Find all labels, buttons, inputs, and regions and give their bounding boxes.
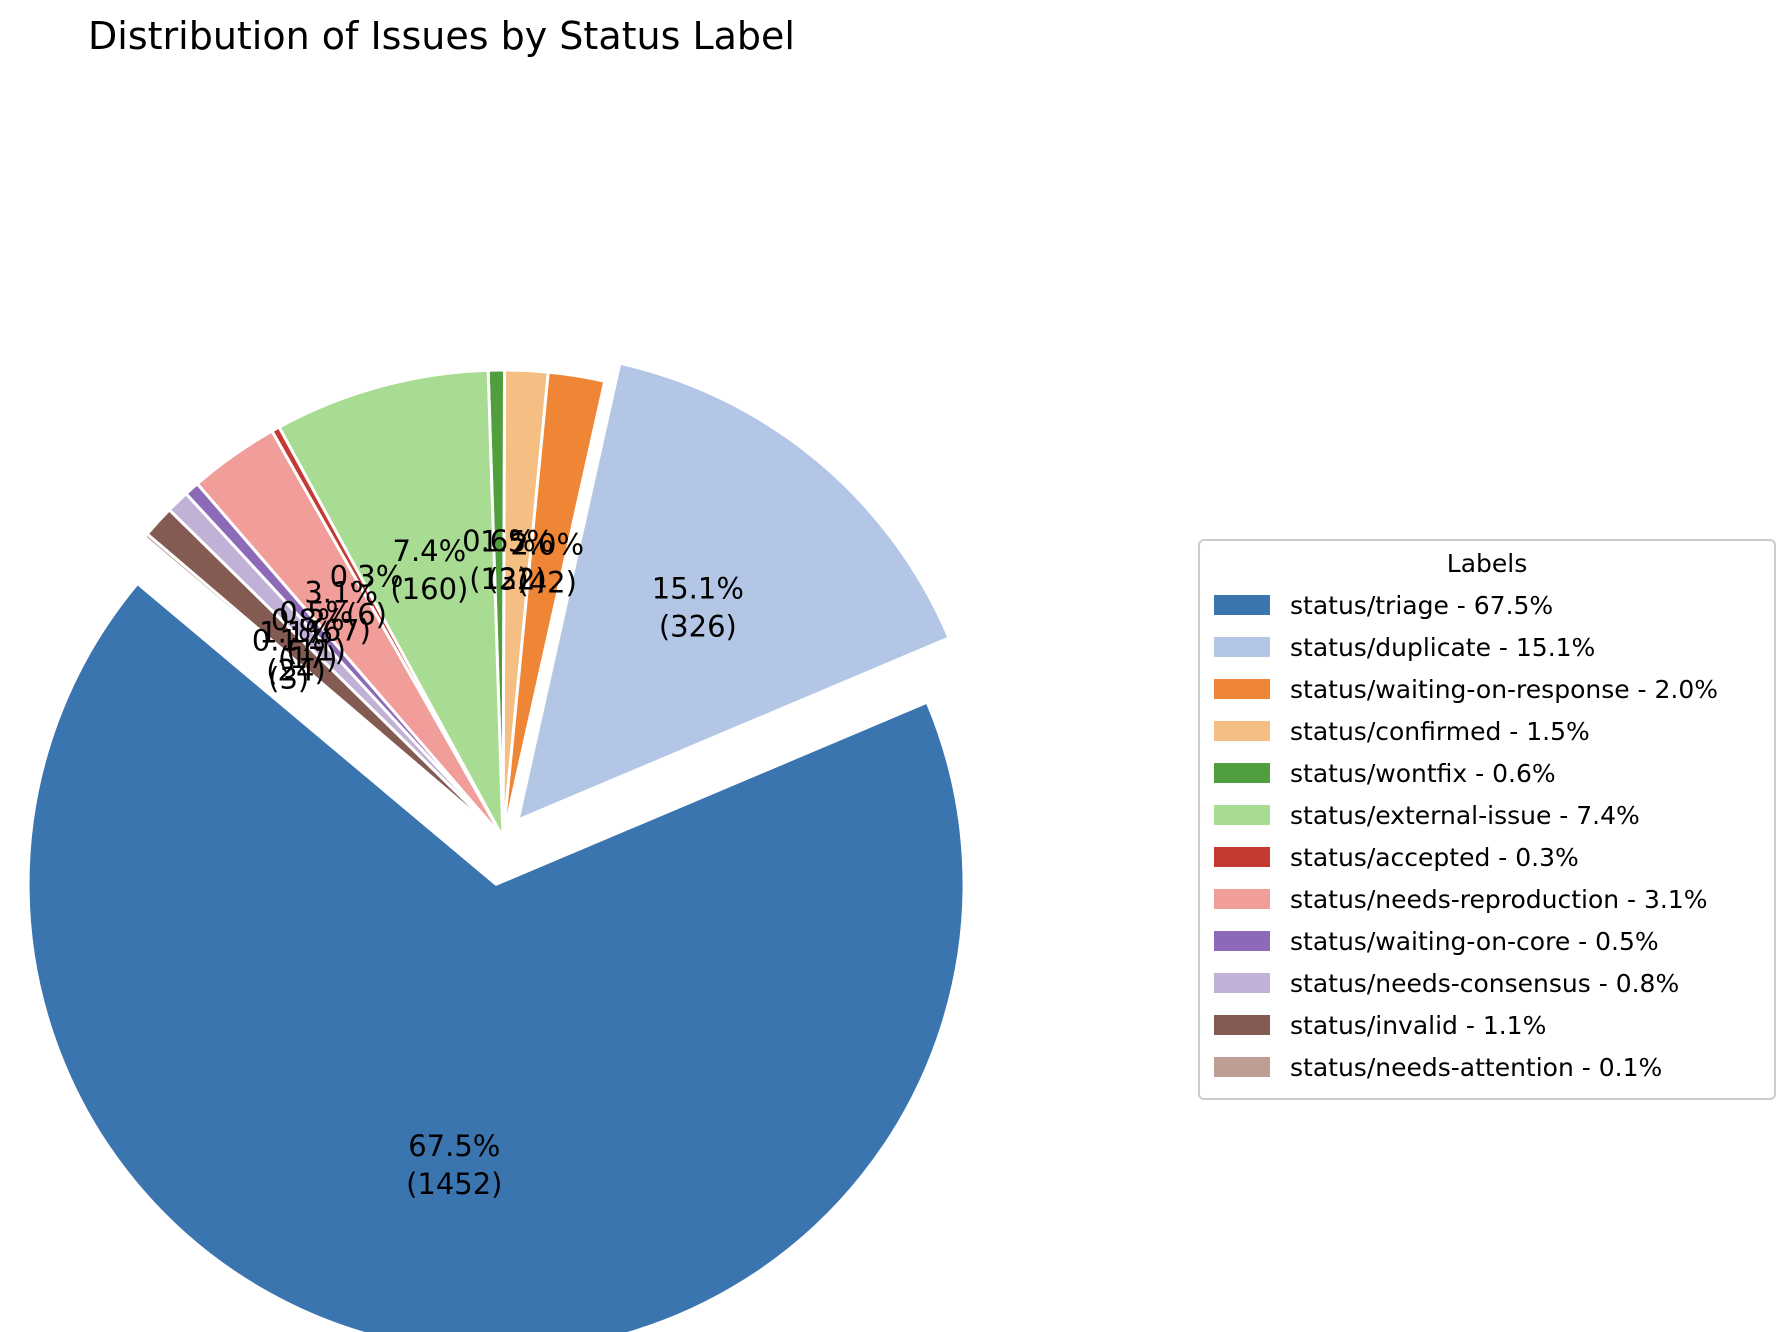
- pie-slice-labels: 67.5% (1452) 15.1% (326) 2.0% (42)1.5% (32)0.6…: [252, 524, 744, 1201]
- legend-item-status-accepted: status/accepted - 0.3%: [1214, 836, 1760, 878]
- pie-slice-status-needs-attention: [142, 532, 505, 840]
- legend-label: status/waiting-on-core - 0.5%: [1290, 926, 1659, 956]
- pie-slices: [26, 361, 966, 1332]
- legend-swatch: [1214, 763, 1270, 783]
- slice-label-status-needs-consensus: 0.8% (17): [271, 603, 345, 675]
- slice-label-status-invalid: 1.1% (24): [259, 615, 333, 687]
- slice-label-status-confirmed: 1.5% (32): [480, 525, 554, 597]
- pie-slice-status-external-issue: [277, 368, 505, 840]
- pie-slice-status-triage: [26, 581, 966, 1332]
- legend-label: status/confirmed - 1.5%: [1290, 716, 1590, 746]
- legend-label: status/invalid - 1.1%: [1290, 1010, 1547, 1040]
- chart-title: Distribution of Issues by Status Label: [88, 14, 795, 58]
- slice-label-status-needs-attention: 0.1% (3): [252, 624, 326, 696]
- legend-swatch: [1214, 1057, 1270, 1077]
- legend-label: status/waiting-on-response - 2.0%: [1290, 674, 1719, 704]
- legend-label: status/needs-consensus - 0.8%: [1290, 968, 1680, 998]
- legend-item-status-duplicate: status/duplicate - 15.1%: [1214, 626, 1760, 668]
- slice-label-status-accepted: 0.3% (6): [330, 560, 404, 632]
- pie-slice-status-duplicate: [516, 361, 951, 822]
- legend-item-status-external-issue: status/external-issue - 7.4%: [1214, 794, 1760, 836]
- legend-swatch: [1214, 931, 1270, 951]
- legend-label: status/needs-attention - 0.1%: [1290, 1052, 1663, 1082]
- slice-label-status-triage: 67.5% (1452): [406, 1129, 502, 1201]
- legend-item-status-triage: status/triage - 67.5%: [1214, 584, 1760, 626]
- legend-label: status/needs-reproduction - 3.1%: [1290, 884, 1708, 914]
- legend-item-status-invalid: status/invalid - 1.1%: [1214, 1004, 1760, 1046]
- legend-item-status-waiting-on-response: status/waiting-on-response - 2.0%: [1214, 668, 1760, 710]
- legend-item-status-needs-attention: status/needs-attention - 0.1%: [1214, 1046, 1760, 1088]
- legend-label: status/external-issue - 7.4%: [1290, 800, 1640, 830]
- legend-swatch: [1214, 637, 1270, 657]
- legend-label: status/triage - 67.5%: [1290, 590, 1554, 620]
- slice-label-status-duplicate: 15.1% (326): [652, 571, 744, 643]
- legend-swatch: [1214, 889, 1270, 909]
- slice-label-status-waiting-on-response: 2.0% (42): [510, 528, 584, 600]
- legend-label: status/accepted - 0.3%: [1290, 842, 1579, 872]
- legend-item-status-needs-reproduction: status/needs-reproduction - 3.1%: [1214, 878, 1760, 920]
- legend-swatch: [1214, 679, 1270, 699]
- legend-item-status-wontfix: status/wontfix - 0.6%: [1214, 752, 1760, 794]
- slice-label-status-external-issue: 7.4% (160): [390, 534, 468, 606]
- legend-items: status/triage - 67.5% status/duplicate - …: [1214, 584, 1760, 1088]
- slice-label-status-wontfix: 0.6% (12): [462, 524, 536, 596]
- legend-swatch: [1214, 595, 1270, 615]
- legend-title: Labels: [1446, 549, 1528, 578]
- legend-label: status/wontfix - 0.6%: [1290, 758, 1556, 788]
- legend-swatch: [1214, 1015, 1270, 1035]
- legend-item-status-waiting-on-core: status/waiting-on-core - 0.5%: [1214, 920, 1760, 962]
- legend-item-status-confirmed: status/confirmed - 1.5%: [1214, 710, 1760, 752]
- slice-label-status-needs-reproduction: 3.1% (67): [304, 576, 378, 648]
- legend-label: status/duplicate - 15.1%: [1290, 632, 1596, 662]
- legend-item-status-needs-consensus: status/needs-consensus - 0.8%: [1214, 962, 1760, 1004]
- legend-swatch: [1214, 805, 1270, 825]
- legend-swatch: [1214, 973, 1270, 993]
- legend-swatch: [1214, 721, 1270, 741]
- legend: Labels status/triage - 67.5% status/dupli…: [1198, 539, 1776, 1100]
- slice-label-status-waiting-on-core: 0.5% (11): [279, 595, 353, 667]
- legend-swatch: [1214, 847, 1270, 867]
